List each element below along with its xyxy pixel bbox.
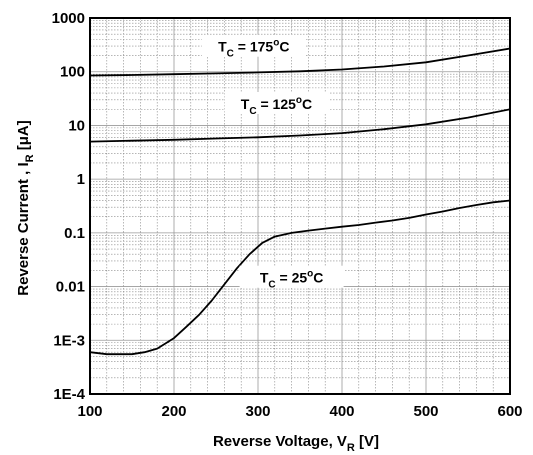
y-axis-title: Reverse Current , IR [μA]	[15, 120, 36, 296]
y-axis-title-unit: [μA]	[15, 120, 32, 154]
minor-grid	[90, 18, 510, 394]
y-tick-label: 1000	[52, 10, 85, 27]
y-tick-label: 0.1	[64, 225, 85, 242]
y-tick-label: 1E-4	[53, 386, 85, 403]
y-tick-label: 1	[77, 171, 85, 188]
curve-annotation-2: TC = 125oC	[241, 95, 312, 117]
x-tick-label: 400	[329, 403, 354, 420]
x-axis-title-main: Reverse Voltage, V	[213, 433, 347, 450]
x-tick-label: 300	[245, 403, 270, 420]
x-tick-label: 100	[77, 403, 102, 420]
series-line-2	[89, 108, 511, 143]
annotation-part: T	[218, 39, 227, 55]
annotation-part: C	[268, 280, 275, 291]
x-axis-title: Reverse Voltage, VR [V]	[213, 433, 379, 454]
series-layer	[89, 47, 511, 356]
annotation-background	[224, 92, 329, 115]
annotation-part: C	[302, 96, 312, 112]
annotation-part: o	[307, 269, 313, 280]
x-axis-title-unit: [V]	[355, 433, 379, 450]
x-tick-label: 500	[413, 403, 438, 420]
y-axis-title-sub: R	[24, 154, 36, 162]
y-axis-title-main: Reverse Current , I	[15, 162, 32, 295]
x-tick-labels: 100 200 300 400 500 600	[77, 403, 522, 420]
annotation-part: C	[313, 270, 323, 286]
x-axis-title-sub: R	[347, 442, 355, 454]
annotation-part: o	[296, 95, 302, 106]
annotation-part: T	[260, 270, 269, 286]
y-tick-label: 10	[68, 117, 85, 134]
curve-annotation-3: TC = 25oC	[260, 269, 324, 291]
x-tick-label: 200	[161, 403, 186, 420]
annotation-part: C	[249, 106, 256, 117]
series-line-3	[89, 47, 511, 77]
plot-frame	[89, 17, 511, 395]
annotation-part: = 175	[234, 39, 274, 55]
series-line-1	[89, 199, 511, 356]
annotation-part: C	[279, 39, 289, 55]
annotation-part: = 125	[257, 96, 297, 112]
y-tick-label: 1E-3	[53, 332, 85, 349]
annotation-part: C	[227, 49, 234, 60]
curve-annotation-1: TC = 175oC	[218, 38, 289, 60]
y-tick-label: 0.01	[56, 279, 85, 296]
annotation-background	[239, 265, 344, 288]
annotation-part: o	[273, 38, 279, 49]
annotation-background	[201, 34, 306, 57]
annotation-part: = 25	[276, 270, 308, 286]
y-tick-labels: 1E-4 1E-3 0.01 0.1 1 10 100 1000	[52, 10, 86, 403]
y-tick-label: 100	[60, 64, 85, 81]
annotation-part: T	[241, 96, 250, 112]
x-tick-label: 600	[497, 403, 522, 420]
